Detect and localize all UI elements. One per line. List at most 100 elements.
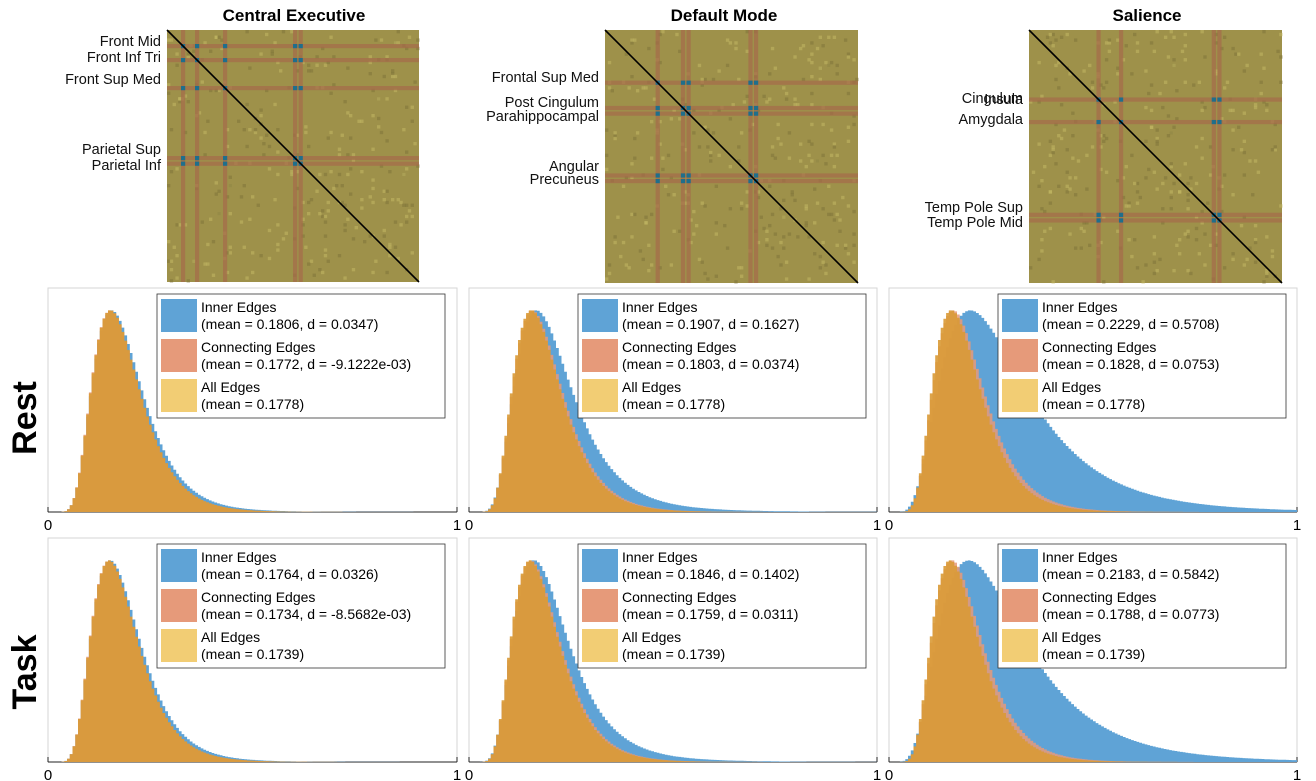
matrix-diagonal bbox=[604, 29, 859, 284]
region-label-angular: Angular bbox=[549, 159, 599, 175]
histogram-rest-default-mode: 0 1 Inner Edges(mean = 0.1907, d = 0.1627)… bbox=[465, 287, 881, 534]
series-all-edges bbox=[469, 310, 877, 512]
legend-swatch-connecting-edges bbox=[161, 339, 197, 372]
region-label-frontal-sup-med: Frontal Sup Med bbox=[492, 70, 599, 86]
legend-stats: (mean = 0.1778) bbox=[1042, 396, 1145, 412]
histogram-rest-salience: 0 1 Inner Edges(mean = 0.2229, d = 0.5708)… bbox=[885, 287, 1301, 534]
region-label-parietal-inf: Parietal Inf bbox=[92, 158, 162, 174]
region-label-temp-pole-sup: Temp Pole Sup bbox=[925, 200, 1023, 216]
legend-label-all-edges: All Edges bbox=[1042, 379, 1101, 395]
x-tick-label: 1 bbox=[1293, 517, 1301, 534]
matrix-texture bbox=[1029, 30, 1283, 284]
legend-stats: (mean = 0.2183, d = 0.5842) bbox=[1042, 566, 1219, 582]
legend-label-all-edges: All Edges bbox=[622, 629, 681, 645]
region-label-post-cingulum: Post Cingulum bbox=[505, 95, 599, 111]
legend-swatch-connecting-edges bbox=[1002, 339, 1038, 372]
x-tick-label: 0 bbox=[465, 767, 473, 781]
legend-stats: (mean = 0.1764, d = 0.0326) bbox=[201, 566, 378, 582]
legend: Inner Edges(mean = 0.1907, d = 0.1627) Co… bbox=[577, 293, 867, 419]
histogram-rest-central-executive: 0 1 Inner Edges(mean = 0.1806, d = 0.0347)… bbox=[44, 287, 461, 534]
legend-box bbox=[577, 293, 867, 419]
legend-label-all-edges: All Edges bbox=[201, 379, 260, 395]
legend-swatch-connecting-edges bbox=[582, 339, 618, 372]
legend-label-inner-edges: Inner Edges bbox=[622, 299, 698, 315]
row-label-rest: Rest bbox=[6, 381, 44, 455]
legend-label-inner-edges: Inner Edges bbox=[1042, 549, 1118, 565]
region-label-front-sup-med: Front Sup Med bbox=[65, 72, 161, 88]
matrix-diagonal bbox=[166, 29, 420, 283]
legend-stats: (mean = 0.1739) bbox=[1042, 646, 1145, 662]
legend-box bbox=[577, 543, 867, 669]
series-all-edges bbox=[889, 560, 1297, 762]
legend-label-inner-edges: Inner Edges bbox=[201, 549, 277, 565]
legend-stats: (mean = 0.1846, d = 0.1402) bbox=[622, 566, 799, 582]
legend-swatch-connecting-edges bbox=[161, 589, 197, 622]
legend-label-all-edges: All Edges bbox=[201, 629, 260, 645]
legend-label-inner-edges: Inner Edges bbox=[1042, 299, 1118, 315]
series-all-edges bbox=[48, 310, 457, 512]
series-all-edges bbox=[889, 310, 1297, 512]
histogram-task-salience: 0 1 Inner Edges(mean = 0.2183, d = 0.5842)… bbox=[885, 537, 1301, 781]
legend-swatch-all-edges bbox=[582, 379, 618, 412]
x-tick-label: 0 bbox=[885, 517, 893, 534]
legend-stats: (mean = 0.2229, d = 0.5708) bbox=[1042, 316, 1219, 332]
network-title-salience: Salience bbox=[1113, 6, 1182, 25]
legend-box bbox=[156, 543, 446, 669]
legend: Inner Edges(mean = 0.2183, d = 0.5842) Co… bbox=[997, 543, 1287, 669]
legend: Inner Edges(mean = 0.1764, d = 0.0326) Co… bbox=[156, 543, 446, 669]
matrix-diagonal bbox=[1028, 29, 1283, 284]
legend-stats: (mean = 0.1806, d = 0.0347) bbox=[201, 316, 378, 332]
legend-box bbox=[997, 293, 1287, 419]
series-all-edges bbox=[469, 560, 877, 762]
region-label-parahippocampal: Parahippocampal bbox=[486, 109, 599, 125]
legend-swatch-inner-edges bbox=[582, 549, 618, 582]
legend-label-connecting-edges: Connecting Edges bbox=[622, 589, 736, 605]
legend-label-inner-edges: Inner Edges bbox=[622, 549, 698, 565]
matrix-bands bbox=[1029, 30, 1282, 283]
matrix-bands bbox=[605, 30, 858, 283]
legend-label-connecting-edges: Connecting Edges bbox=[201, 339, 315, 355]
legend: Inner Edges(mean = 0.1846, d = 0.1402) Co… bbox=[577, 543, 867, 669]
region-label-front-inf-tri: Front Inf Tri bbox=[87, 50, 161, 66]
network-title-central-executive: Central Executive bbox=[223, 6, 366, 25]
legend-swatch-connecting-edges bbox=[1002, 589, 1038, 622]
legend-label-inner-edges: Inner Edges bbox=[201, 299, 277, 315]
legend-swatch-connecting-edges bbox=[582, 589, 618, 622]
legend-stats: (mean = 0.1772, d = -9.1222e-03) bbox=[201, 356, 411, 372]
legend-stats: (mean = 0.1803, d = 0.0374) bbox=[622, 356, 799, 372]
legend-label-connecting-edges: Connecting Edges bbox=[201, 589, 315, 605]
legend-swatch-inner-edges bbox=[161, 299, 197, 332]
legend-stats: (mean = 0.1778) bbox=[622, 396, 725, 412]
legend-label-all-edges: All Edges bbox=[1042, 629, 1101, 645]
legend-swatch-inner-edges bbox=[1002, 549, 1038, 582]
legend-swatch-inner-edges bbox=[161, 549, 197, 582]
x-tick-label: 1 bbox=[453, 517, 461, 534]
network-titles: Central Executive Default Mode Salience bbox=[223, 6, 1182, 25]
x-tick-label: 0 bbox=[465, 517, 473, 534]
x-tick-label: 0 bbox=[885, 767, 893, 781]
series-all-edges bbox=[48, 560, 457, 762]
legend-stats: (mean = 0.1778) bbox=[201, 396, 304, 412]
region-label-cingulum: Cingulum bbox=[962, 91, 1023, 107]
x-tick-label: 1 bbox=[1293, 767, 1301, 781]
matrix-default-mode: Frontal Sup Med Post CingulumParahippocam… bbox=[486, 29, 859, 284]
legend-stats: (mean = 0.1759, d = 0.0311) bbox=[622, 606, 798, 622]
legend: Inner Edges(mean = 0.2229, d = 0.5708) Co… bbox=[997, 293, 1287, 419]
region-label-insula: Insula bbox=[984, 92, 1024, 108]
legend-label-connecting-edges: Connecting Edges bbox=[1042, 589, 1156, 605]
x-tick-label: 1 bbox=[873, 767, 881, 781]
row-label-task: Task bbox=[6, 634, 44, 709]
legend-box bbox=[997, 543, 1287, 669]
legend-swatch-inner-edges bbox=[582, 299, 618, 332]
x-tick-label: 1 bbox=[453, 767, 461, 781]
legend: Inner Edges(mean = 0.1806, d = 0.0347) Co… bbox=[156, 293, 446, 419]
region-label-precuneus: Precuneus bbox=[530, 172, 599, 188]
legend-stats: (mean = 0.1788, d = 0.0773) bbox=[1042, 606, 1219, 622]
legend-swatch-all-edges bbox=[582, 629, 618, 662]
legend-swatch-all-edges bbox=[161, 379, 197, 412]
